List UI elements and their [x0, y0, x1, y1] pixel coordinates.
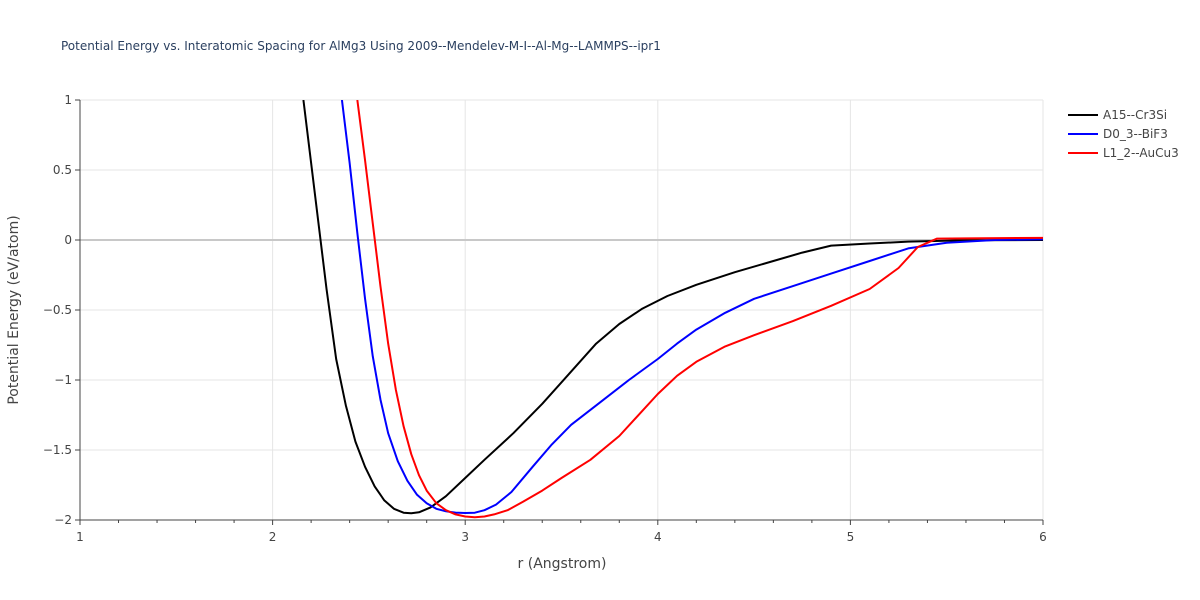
y-axis-title: Potential Energy (eV/atom)	[6, 215, 22, 404]
y-tick-label-6: −2	[54, 513, 72, 527]
y-tick-label-3: −0.5	[43, 303, 72, 317]
chart-title: Potential Energy vs. Interatomic Spacing…	[61, 39, 661, 53]
legend-label-0: A15--Cr3Si	[1103, 108, 1167, 122]
series-line-2	[356, 100, 1043, 519]
legend-label-1: D0_3--BiF3	[1103, 127, 1168, 141]
x-tick-label-2: 2	[269, 530, 277, 544]
legend-label-2: L1_2--AuCu3	[1103, 146, 1179, 160]
x-tick-label-3: 3	[461, 530, 469, 544]
legend: A15--Cr3Si D0_3--BiF3 L1_2--AuCu3	[1068, 108, 1179, 160]
axes: 1 2 3 4 5 6 1 0.5 0 −0.5 −1 −1.5 −2	[43, 93, 1047, 544]
y-tick-label-2: 0	[64, 233, 72, 247]
x-axis-title: r (Angstrom)	[518, 556, 607, 572]
x-tick-label-5: 5	[847, 530, 855, 544]
x-tick-label-1: 1	[76, 530, 84, 544]
y-tick-label-0: 1	[64, 93, 72, 107]
y-tick-label-4: −1	[54, 373, 72, 387]
y-tick-label-1: 0.5	[53, 163, 72, 177]
y-tick-label-5: −1.5	[43, 443, 72, 457]
series-line-0	[302, 100, 1043, 515]
series-line-1	[340, 100, 1043, 514]
plot-area	[302, 100, 1043, 519]
x-tick-label-4: 4	[654, 530, 662, 544]
grid-lines	[80, 99, 1044, 521]
x-tick-label-6: 6	[1039, 530, 1047, 544]
